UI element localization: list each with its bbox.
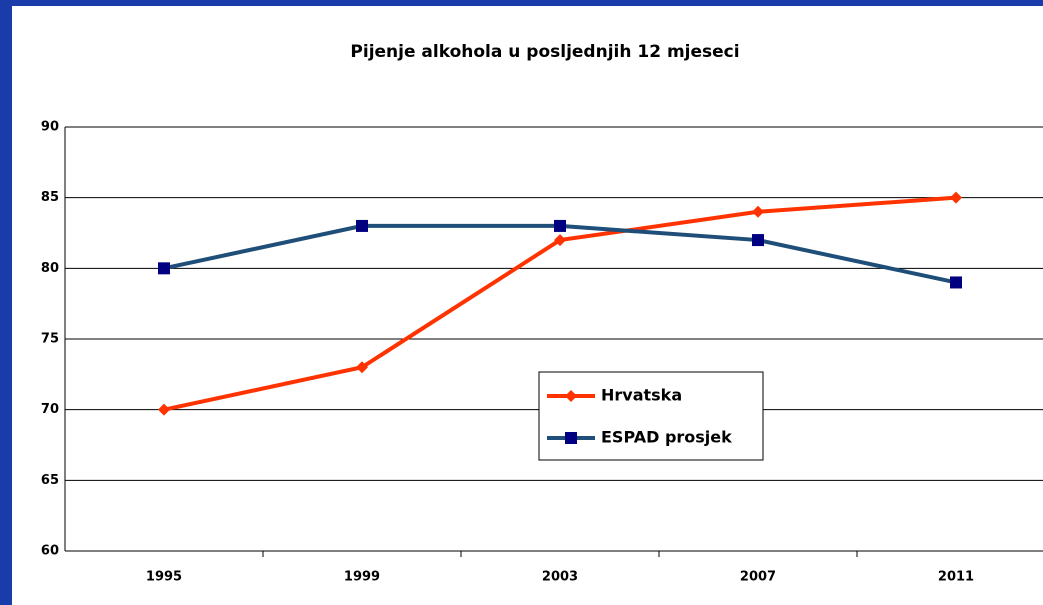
y-tick-label: 80	[41, 261, 59, 276]
x-tick-label: 2011	[938, 570, 974, 585]
data-point	[752, 234, 764, 247]
data-point	[554, 219, 566, 232]
x-tick-label: 1999	[344, 570, 380, 585]
data-point	[356, 361, 368, 374]
data-point	[950, 191, 962, 204]
y-tick-label: 85	[41, 190, 59, 205]
y-tick-label: 75	[41, 332, 59, 347]
x-tick-label: 2007	[740, 570, 776, 585]
legend-label: ESPAD prosjek	[601, 428, 732, 447]
data-point	[752, 205, 764, 218]
legend-box	[538, 371, 764, 461]
legend-marker	[565, 390, 577, 402]
chart-background	[12, 6, 1043, 605]
y-tick-label: 65	[41, 473, 59, 488]
data-point	[356, 219, 368, 232]
legend-marker	[565, 432, 577, 444]
data-point	[158, 403, 170, 416]
data-point	[158, 262, 170, 275]
chart-title: Pijenje alkohola u posljednjih 12 mjesec…	[350, 42, 739, 62]
x-tick-label: 1995	[146, 570, 182, 585]
legend-label: Hrvatska	[601, 386, 682, 405]
y-tick-label: 70	[41, 402, 59, 417]
y-tick-label: 60	[41, 544, 59, 559]
y-tick-label: 90	[41, 120, 59, 135]
x-tick-label: 2003	[542, 570, 578, 585]
data-point	[554, 234, 566, 247]
data-point	[950, 276, 962, 289]
